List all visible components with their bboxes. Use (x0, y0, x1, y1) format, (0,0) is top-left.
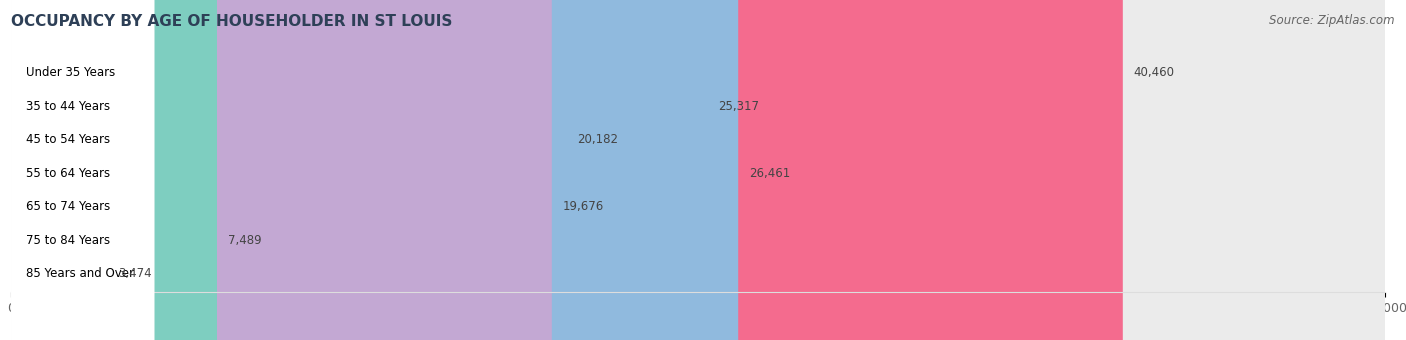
FancyBboxPatch shape (11, 0, 155, 340)
Text: 26,461: 26,461 (749, 167, 790, 180)
Text: Source: ZipAtlas.com: Source: ZipAtlas.com (1270, 14, 1395, 27)
FancyBboxPatch shape (11, 0, 107, 340)
FancyBboxPatch shape (11, 0, 1385, 340)
Text: Under 35 Years: Under 35 Years (25, 66, 115, 79)
Text: 35 to 44 Years: 35 to 44 Years (25, 100, 110, 113)
FancyBboxPatch shape (11, 0, 1123, 340)
Text: 40,460: 40,460 (1133, 66, 1175, 79)
FancyBboxPatch shape (11, 0, 551, 340)
Text: 45 to 54 Years: 45 to 54 Years (25, 133, 110, 147)
FancyBboxPatch shape (11, 0, 1385, 340)
Text: 20,182: 20,182 (576, 133, 617, 147)
FancyBboxPatch shape (11, 0, 155, 340)
FancyBboxPatch shape (11, 0, 155, 340)
FancyBboxPatch shape (11, 0, 565, 340)
FancyBboxPatch shape (11, 0, 738, 340)
FancyBboxPatch shape (11, 0, 1385, 340)
Text: 55 to 64 Years: 55 to 64 Years (25, 167, 110, 180)
FancyBboxPatch shape (11, 0, 155, 340)
Text: 65 to 74 Years: 65 to 74 Years (25, 200, 110, 214)
Text: 3,474: 3,474 (118, 268, 152, 280)
FancyBboxPatch shape (11, 0, 155, 340)
FancyBboxPatch shape (11, 0, 1385, 340)
Text: 85 Years and Over: 85 Years and Over (25, 268, 134, 280)
FancyBboxPatch shape (11, 0, 1385, 340)
Text: 19,676: 19,676 (562, 200, 605, 214)
Text: OCCUPANCY BY AGE OF HOUSEHOLDER IN ST LOUIS: OCCUPANCY BY AGE OF HOUSEHOLDER IN ST LO… (11, 14, 453, 29)
Text: 7,489: 7,489 (228, 234, 262, 247)
FancyBboxPatch shape (11, 0, 1385, 340)
Text: 75 to 84 Years: 75 to 84 Years (25, 234, 110, 247)
FancyBboxPatch shape (11, 0, 217, 340)
Text: 25,317: 25,317 (718, 100, 759, 113)
FancyBboxPatch shape (11, 0, 155, 340)
FancyBboxPatch shape (11, 0, 707, 340)
FancyBboxPatch shape (11, 0, 155, 340)
FancyBboxPatch shape (11, 0, 1385, 340)
